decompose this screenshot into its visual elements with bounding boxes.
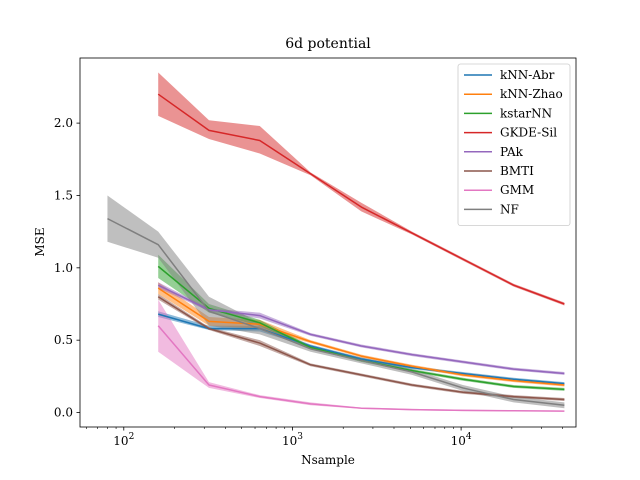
- band-nf: [107, 195, 565, 409]
- x-tick-label: 102: [113, 432, 134, 448]
- legend-label-gmm: GMM: [500, 183, 534, 197]
- y-tick-label: 1.0: [54, 261, 73, 275]
- x-axis-label: Nsample: [301, 453, 355, 467]
- series-lines: [107, 93, 565, 412]
- legend-label-kstarnn: kstarNN: [500, 106, 552, 120]
- chart-title: 6d potential: [285, 36, 371, 52]
- legend-label-knn-zhao: kNN-Zhao: [500, 87, 563, 101]
- legend-label-knn-abr: kNN-Abr: [500, 68, 555, 82]
- y-tick-label: 2.0: [54, 116, 73, 130]
- plot-frame: [79, 57, 577, 428]
- confidence-bands: [107, 72, 565, 412]
- y-axis-label: MSE: [33, 227, 47, 256]
- x-tick-label: 103: [282, 432, 303, 448]
- legend-label-gkde-sil: GKDE-Sil: [500, 126, 557, 140]
- y-tick-label: 0.5: [54, 333, 73, 347]
- y-tick-label: 0.0: [54, 406, 73, 420]
- legend-label-bmti: BMTI: [500, 164, 534, 178]
- legend-label-nf: NF: [500, 202, 519, 216]
- legend: kNN-Abr kNN-Zhao kstarNN GKDE-Sil PAk BMTI GMM…: [457, 63, 571, 227]
- x-axis: 102 103 104: [86, 427, 563, 448]
- y-tick-label: 1.5: [54, 188, 73, 202]
- band-gkde-sil: [158, 72, 565, 306]
- series-line-nf: [107, 217, 565, 407]
- legend-box: [457, 63, 571, 227]
- y-axis: 0.0 0.5 1.0 1.5 2.0: [54, 116, 80, 420]
- legend-label-pak: PAk: [500, 145, 524, 159]
- x-tick-label: 104: [451, 432, 472, 448]
